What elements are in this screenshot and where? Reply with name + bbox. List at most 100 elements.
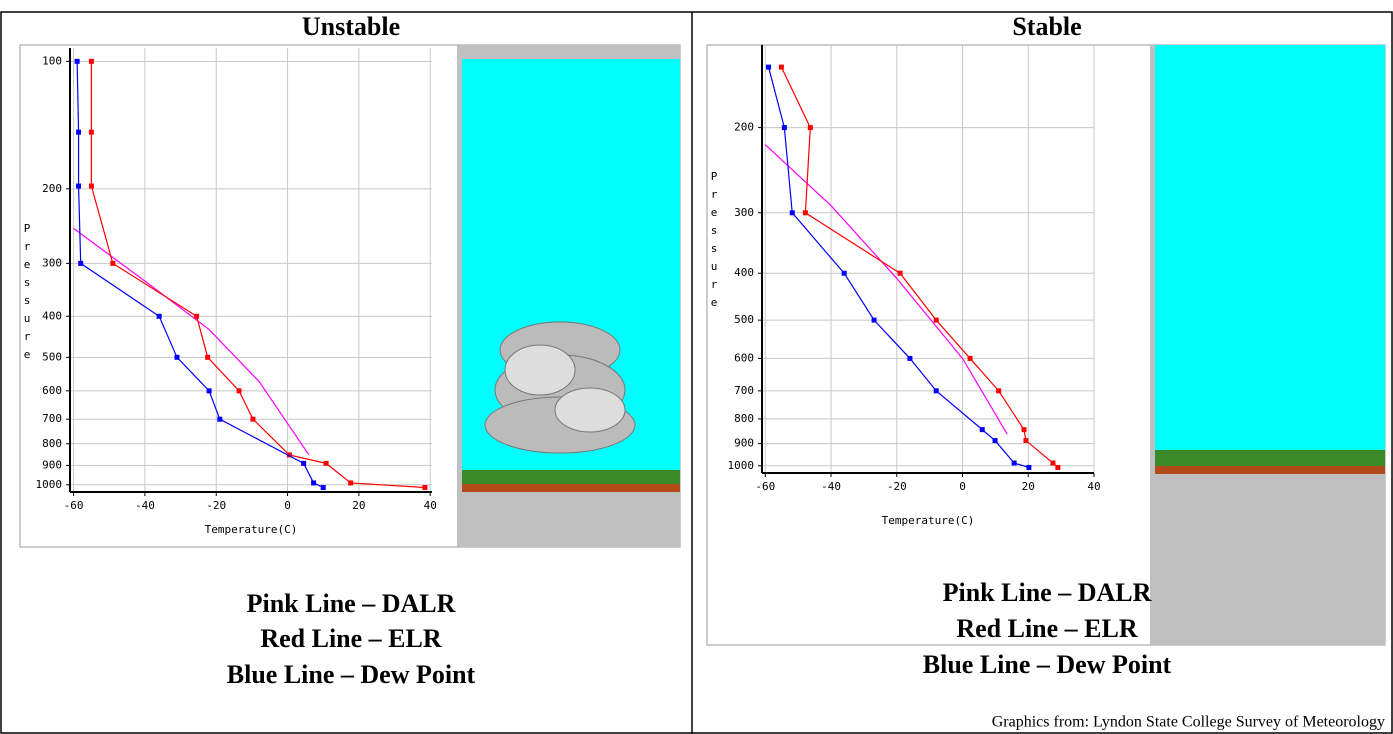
x-tick-label: -40: [135, 499, 155, 512]
point: [205, 354, 211, 360]
x-axis-label: Temperature(C): [882, 514, 975, 527]
point: [979, 427, 985, 433]
point: [174, 354, 180, 360]
point: [311, 480, 317, 486]
ground-soil: [1155, 466, 1385, 474]
series-line: [73, 227, 310, 456]
y-tick-label: 500: [734, 313, 754, 326]
point: [992, 438, 998, 444]
point: [1055, 464, 1061, 470]
legend-entry: Red Line – ELR: [956, 614, 1138, 643]
y-tick-label: 500: [42, 350, 62, 363]
y-tick-label: 900: [734, 437, 754, 450]
sky: [1155, 45, 1385, 450]
y-tick-label: 600: [734, 351, 754, 364]
point: [76, 183, 82, 189]
y-tick-label: 400: [42, 309, 62, 322]
point: [871, 317, 877, 323]
point: [88, 58, 94, 64]
point: [348, 480, 354, 486]
x-tick-label: -60: [755, 480, 775, 493]
legend-entry: Blue Line – Dew Point: [923, 650, 1172, 679]
x-axis-label: Temperature(C): [205, 523, 298, 536]
point: [1021, 427, 1027, 433]
point: [789, 210, 795, 216]
x-tick-label: -40: [821, 480, 841, 493]
y-tick-label: 400: [734, 266, 754, 279]
credit: Graphics from: Lyndon State College Surv…: [992, 714, 1385, 731]
point: [286, 452, 292, 458]
y-tick-label: 900: [42, 458, 62, 471]
ground-soil: [462, 484, 680, 492]
point: [74, 58, 80, 64]
point: [206, 388, 212, 394]
point: [841, 270, 847, 276]
cloud-part: [504, 344, 576, 396]
point: [217, 416, 223, 422]
cloud: [484, 321, 636, 454]
point: [301, 460, 307, 466]
point: [156, 313, 162, 319]
point: [967, 355, 973, 361]
point: [1023, 438, 1029, 444]
point: [781, 125, 787, 131]
series-line: [764, 144, 1008, 435]
point: [996, 388, 1002, 394]
y-tick-label: 300: [734, 206, 754, 219]
point: [907, 355, 913, 361]
y-tick-label: 700: [734, 384, 754, 397]
y-tick-label: 200: [734, 121, 754, 134]
point: [897, 270, 903, 276]
panel-title: Unstable: [302, 12, 400, 41]
point: [778, 64, 784, 70]
y-axis-label: Pressure: [21, 222, 34, 366]
point: [194, 313, 200, 319]
cloud-part: [554, 387, 626, 433]
x-tick-label: 20: [1022, 480, 1035, 493]
y-tick-label: 100: [42, 54, 62, 67]
point: [110, 260, 116, 266]
legend-entry: Pink Line – DALR: [943, 578, 1152, 607]
series-line: [90, 61, 425, 489]
y-tick-label: 200: [42, 182, 62, 195]
point: [78, 260, 84, 266]
point: [933, 388, 939, 394]
point: [1050, 460, 1056, 466]
y-tick-label: 800: [42, 437, 62, 450]
point: [766, 64, 772, 70]
point: [802, 210, 808, 216]
x-tick-label: 20: [352, 499, 365, 512]
point: [933, 317, 939, 323]
y-tick-label: 1000: [36, 478, 63, 491]
point: [76, 129, 82, 135]
point: [323, 460, 329, 466]
x-tick-label: 40: [1087, 480, 1100, 493]
legend-entry: Pink Line – DALR: [247, 589, 456, 618]
y-axis-label: Pressure: [708, 170, 721, 314]
point: [88, 183, 94, 189]
table-border: [0, 11, 1393, 734]
point: [1026, 464, 1032, 470]
point: [422, 485, 428, 491]
y-tick-label: 800: [734, 412, 754, 425]
point: [236, 388, 242, 394]
x-tick-label: -60: [64, 499, 84, 512]
y-tick-label: 700: [42, 412, 62, 425]
x-tick-label: -20: [206, 499, 226, 512]
y-tick-label: 300: [42, 256, 62, 269]
x-tick-label: 0: [284, 499, 291, 512]
x-tick-label: 40: [424, 499, 437, 512]
y-tick-label: 1000: [728, 459, 755, 472]
point: [807, 125, 813, 131]
x-tick-label: 0: [959, 480, 966, 493]
point: [88, 129, 94, 135]
legend-entry: Blue Line – Dew Point: [227, 660, 476, 689]
legend-entry: Red Line – ELR: [260, 624, 442, 653]
panel-title: Stable: [1012, 12, 1081, 41]
point: [320, 485, 326, 491]
y-tick-label: 600: [42, 384, 62, 397]
point: [1011, 460, 1017, 466]
x-tick-label: -20: [887, 480, 907, 493]
point: [250, 416, 256, 422]
